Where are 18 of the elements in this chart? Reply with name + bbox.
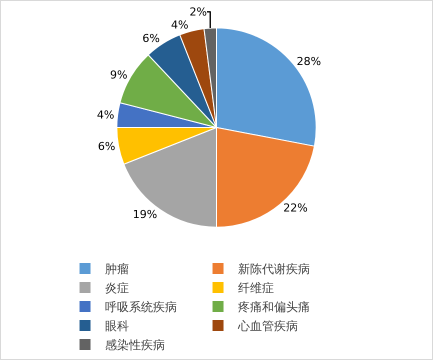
data-label: 6% <box>98 140 116 153</box>
legend-label: 纤维症 <box>238 281 274 296</box>
legend-label: 肿瘤 <box>105 262 130 276</box>
data-label: 4% <box>96 108 114 122</box>
data-label: 9% <box>110 68 128 82</box>
legend-label: 炎症 <box>105 281 130 296</box>
data-label: 4% <box>171 18 188 32</box>
data-label: 28% <box>296 54 322 68</box>
data-label: 19% <box>132 208 158 221</box>
legend-label: 眼科 <box>105 319 130 334</box>
data-label: 2% <box>190 5 207 18</box>
legend-label: 新陈代谢疾病 <box>238 262 310 276</box>
data-label: 22% <box>283 202 308 215</box>
legend-label: 心血管疾病 <box>237 319 298 334</box>
legend-label: 感染性疾病 <box>105 338 166 352</box>
data-label: 6% <box>142 32 160 46</box>
legend-label: 呼吸系统疾病 <box>105 300 178 314</box>
legend-label: 疼痛和偏头痛 <box>238 300 310 314</box>
